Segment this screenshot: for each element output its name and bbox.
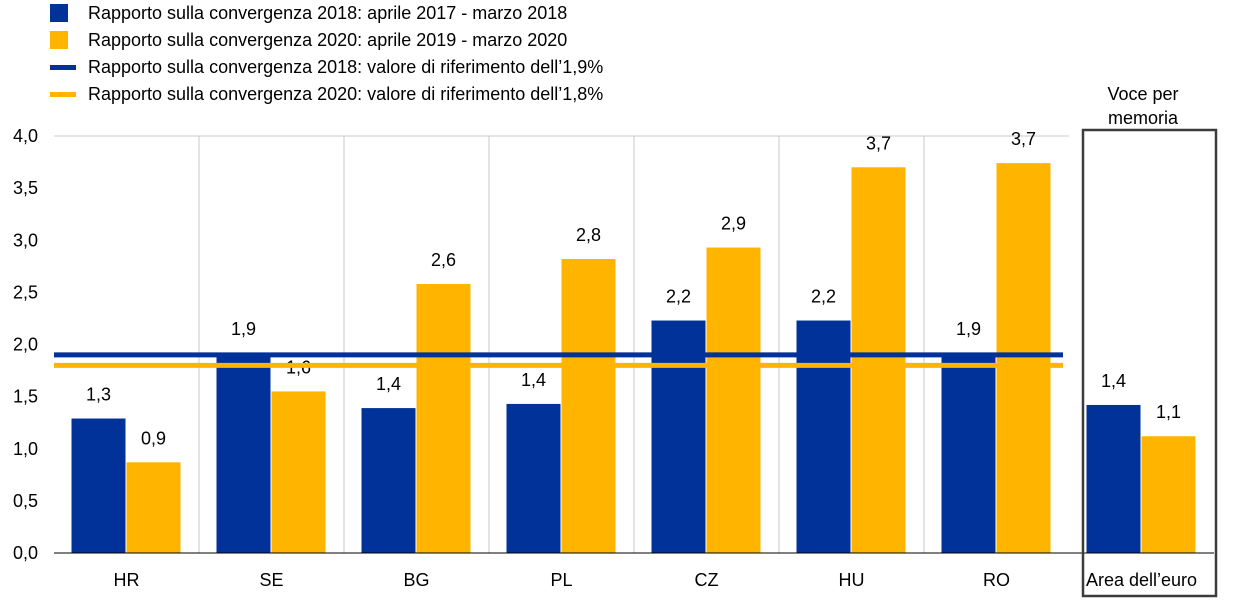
legend-swatch-2020-line bbox=[50, 92, 76, 97]
bar-2020 bbox=[561, 259, 616, 553]
data-label: 3,7 bbox=[866, 133, 891, 153]
bar-2020 bbox=[851, 167, 906, 553]
legend-label: Rapporto sulla convergenza 2018: aprile … bbox=[88, 3, 568, 23]
legend-label: Rapporto sulla convergenza 2018: valore … bbox=[88, 57, 604, 77]
x-tick-label: Area dell’euro bbox=[1086, 570, 1197, 590]
memo-title: Voce per memoria bbox=[1107, 84, 1179, 128]
y-tick-label: 0,0 bbox=[13, 543, 38, 563]
bar-2020 bbox=[271, 391, 326, 553]
x-tick-label: PL bbox=[550, 570, 572, 590]
x-tick-label: HR bbox=[114, 570, 140, 590]
bar-2020 bbox=[1141, 436, 1196, 553]
y-tick-label: 2,5 bbox=[13, 282, 38, 302]
x-tick-label: BG bbox=[403, 570, 429, 590]
bar-2018 bbox=[71, 418, 126, 553]
data-label: 1,4 bbox=[521, 370, 546, 390]
y-tick-label: 4,0 bbox=[13, 126, 38, 146]
x-tick-label: SE bbox=[259, 570, 283, 590]
x-tick-label: CZ bbox=[695, 570, 719, 590]
legend-swatch-2020-bar bbox=[50, 31, 68, 49]
bar-2020 bbox=[126, 462, 181, 553]
data-label: 0,9 bbox=[141, 428, 166, 448]
y-tick-label: 3,0 bbox=[13, 230, 38, 250]
data-label: 1,9 bbox=[956, 319, 981, 339]
data-label: 2,2 bbox=[811, 287, 836, 307]
legend-label: Rapporto sulla convergenza 2020: aprile … bbox=[88, 30, 568, 50]
bar-2018 bbox=[361, 408, 416, 553]
bar-2020 bbox=[706, 247, 761, 554]
bar-2018 bbox=[1086, 404, 1141, 553]
data-label: 1,1 bbox=[1156, 402, 1181, 422]
data-label: 3,7 bbox=[1011, 129, 1036, 149]
x-tick-label: HU bbox=[839, 570, 865, 590]
x-tick-label: RO bbox=[983, 570, 1010, 590]
legend-swatch-2018-line bbox=[50, 65, 76, 70]
bar-2020 bbox=[416, 284, 471, 553]
data-label: 1,4 bbox=[376, 374, 401, 394]
data-label: 1,3 bbox=[86, 385, 111, 405]
data-label: 2,2 bbox=[666, 287, 691, 307]
bar-2018 bbox=[506, 403, 561, 553]
bar-2018 bbox=[941, 352, 996, 553]
legend-swatch-2018-bar bbox=[50, 4, 68, 22]
legend-label: Rapporto sulla convergenza 2020: valore … bbox=[88, 84, 604, 104]
bar-2018 bbox=[216, 352, 271, 553]
y-tick-label: 3,5 bbox=[13, 178, 38, 198]
y-tick-label: 0,5 bbox=[13, 491, 38, 511]
data-label: 2,8 bbox=[576, 225, 601, 245]
memo-box bbox=[1081, 128, 1218, 598]
bar-2018 bbox=[796, 320, 851, 553]
y-tick-label: 1,0 bbox=[13, 439, 38, 459]
data-label: 2,6 bbox=[431, 250, 456, 270]
data-label: 2,9 bbox=[721, 214, 746, 234]
bar-2020 bbox=[996, 163, 1051, 554]
bar-2018 bbox=[651, 320, 706, 553]
y-tick-label: 1,5 bbox=[13, 387, 38, 407]
data-label: 1,4 bbox=[1101, 371, 1126, 391]
data-label: 1,9 bbox=[231, 319, 256, 339]
y-tick-label: 2,0 bbox=[13, 335, 38, 355]
